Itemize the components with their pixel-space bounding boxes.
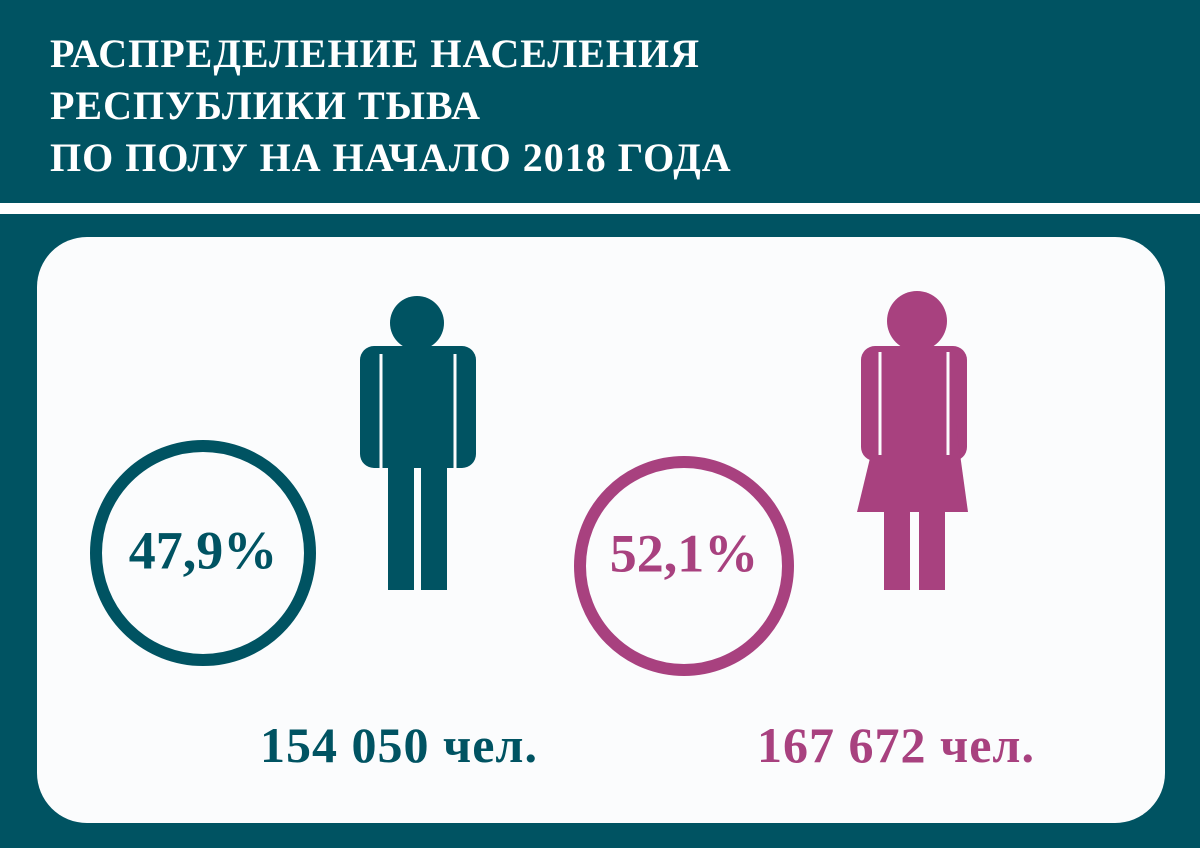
title-line: РАСПРЕДЕЛЕНИЕ НАСЕЛЕНИЯ — [50, 31, 700, 76]
female-count: 167 672 чел. — [757, 717, 1035, 773]
female-icon — [857, 291, 968, 590]
male-percent: 47,9% — [129, 520, 278, 580]
title-line: РЕСПУБЛИКИ ТЫВА — [50, 83, 481, 128]
male-count: 154 050 чел. — [260, 717, 538, 773]
percent-ring — [90, 440, 316, 666]
female-percent: 52,1% — [610, 523, 759, 583]
male-icon — [360, 296, 476, 590]
title-line: ПО ПОЛУ НА НАЧАЛО 2018 ГОДА — [50, 135, 732, 180]
percent-ring — [574, 456, 794, 676]
divider — [0, 203, 1200, 214]
